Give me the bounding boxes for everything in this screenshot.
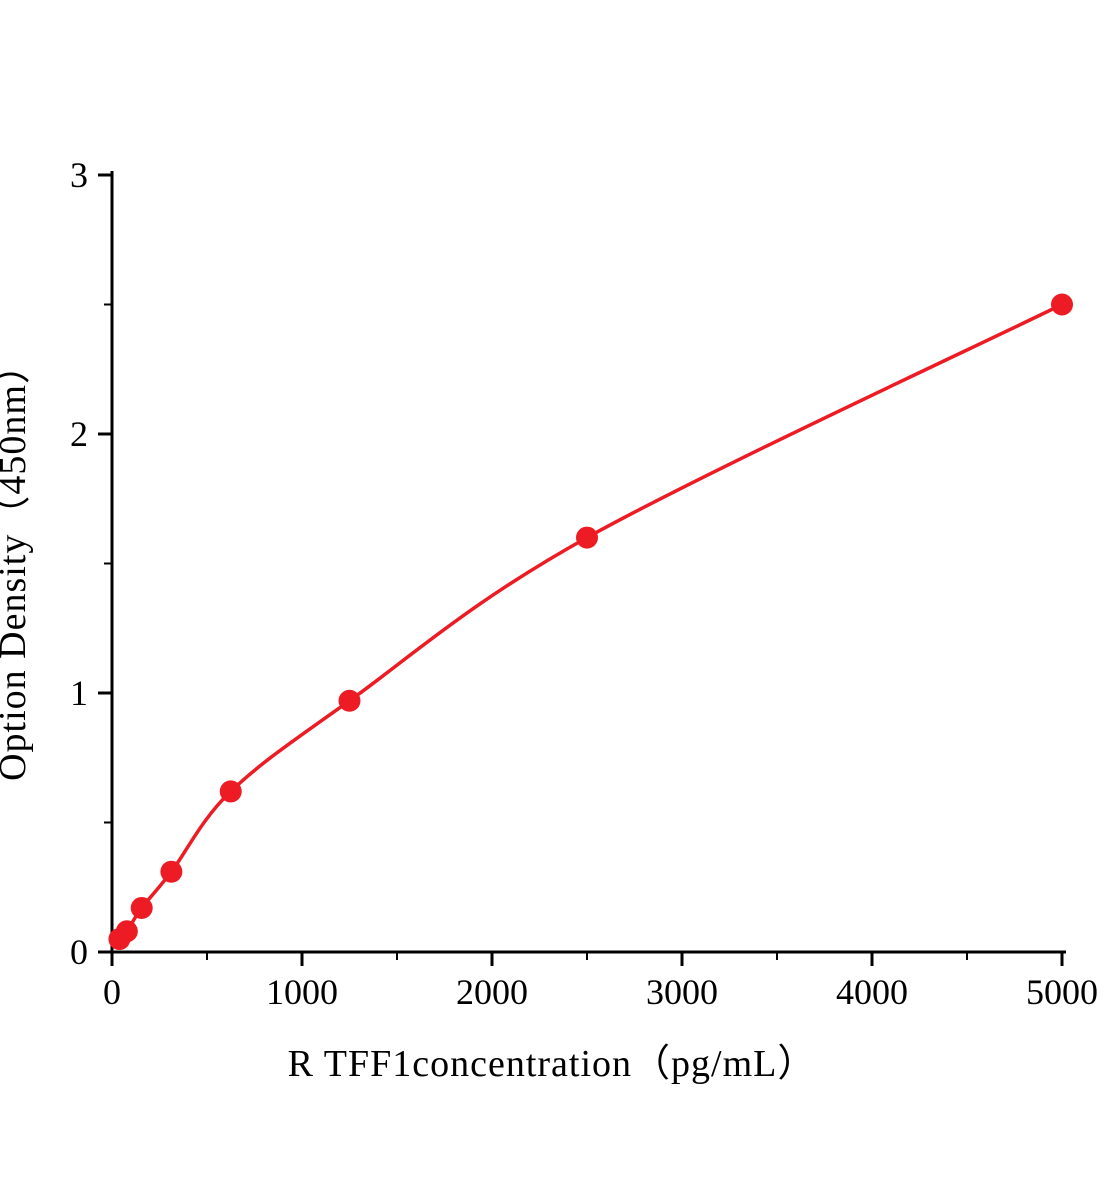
y-axis-label-text: Option Density（450nm） [0, 345, 34, 781]
standard-curve-point [338, 689, 361, 712]
x-axis-label: R TFF1concentration（pg/mL） [287, 1043, 817, 1085]
x-tick-label: 1000 [266, 972, 338, 1012]
y-tick-label: 3 [70, 155, 88, 195]
x-tick-label: 2000 [456, 972, 528, 1012]
standard-curve-point [576, 526, 598, 549]
x-tick-label: 3000 [646, 972, 718, 1012]
y-tick-label: 1 [70, 673, 88, 713]
y-tick-label: 0 [70, 932, 88, 972]
standard-curve-point [115, 920, 138, 943]
standard-curve-point [219, 780, 242, 803]
standard-curve-point [160, 860, 183, 883]
x-tick-label: 5000 [1026, 972, 1098, 1012]
standard-curve-point [130, 896, 153, 919]
standard-curve-point [1051, 293, 1073, 316]
y-tick-label: 2 [70, 414, 88, 454]
x-tick-label: 0 [103, 972, 121, 1012]
standard-curve-line [118, 302, 1063, 941]
x-tick-label: 4000 [836, 972, 908, 1012]
